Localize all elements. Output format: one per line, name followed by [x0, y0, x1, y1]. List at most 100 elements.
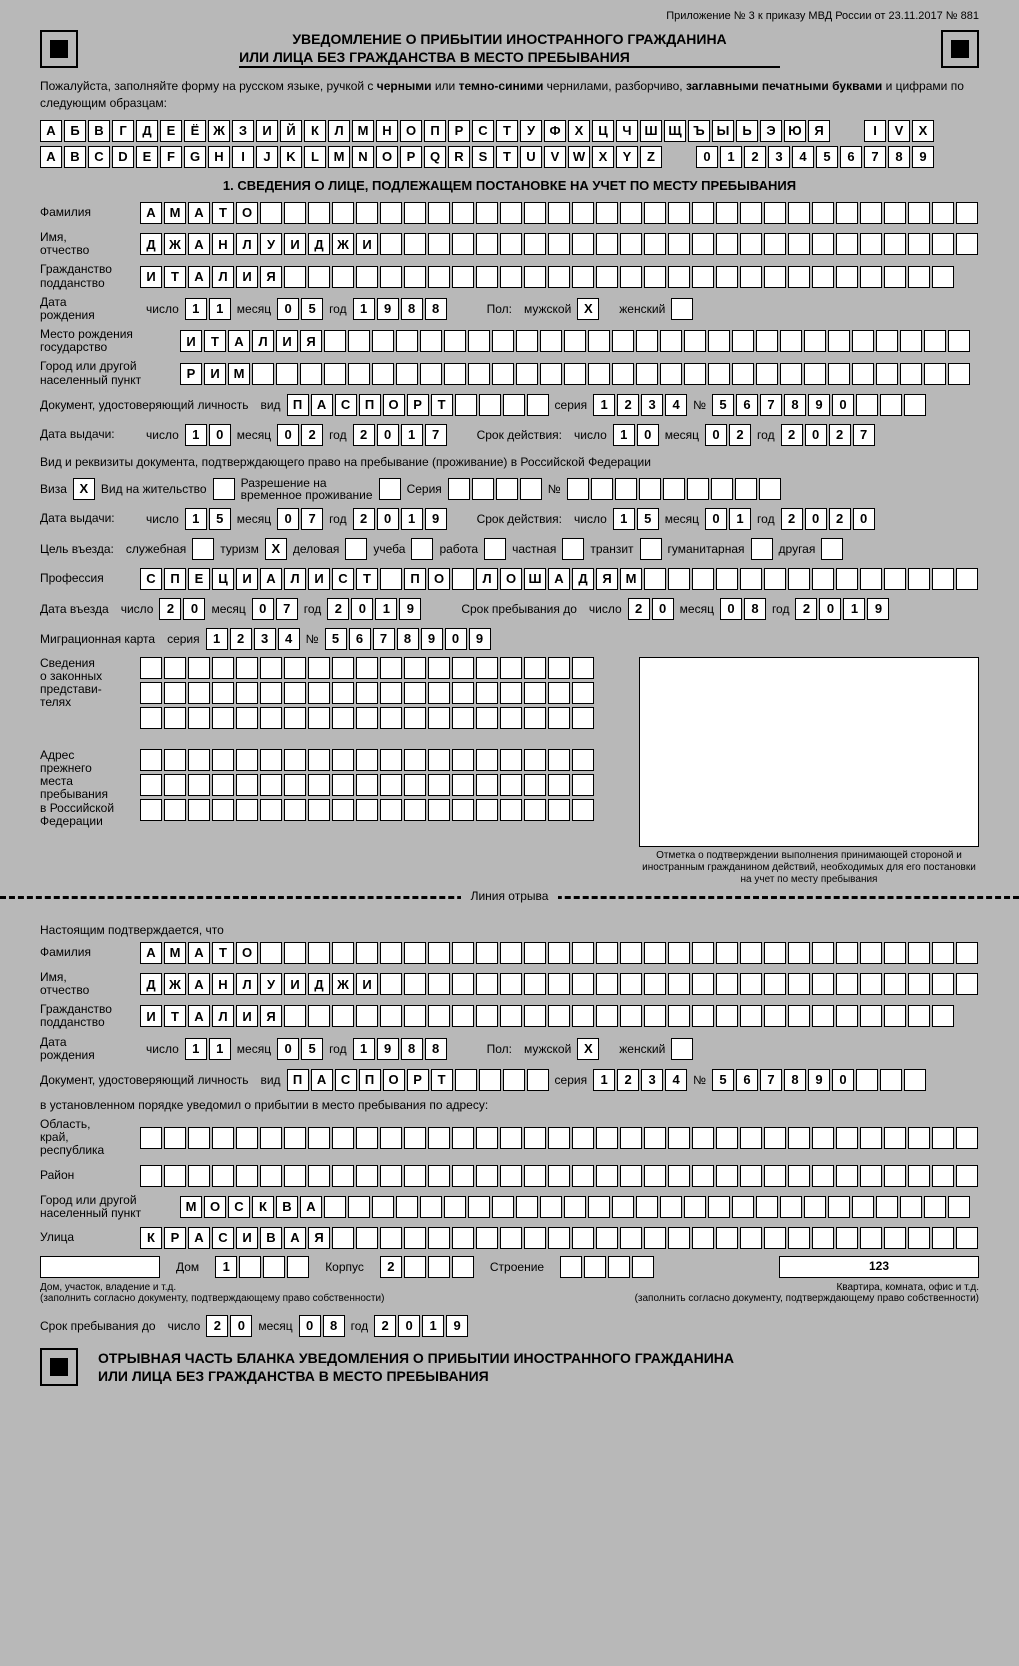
field-citizenship[interactable]: ИТАЛИЯ: [140, 266, 954, 288]
cb-private[interactable]: [562, 538, 584, 560]
field-house[interactable]: 1: [215, 1256, 309, 1278]
field-t-doc-type[interactable]: ПАСПОРТ: [287, 1069, 549, 1091]
label-dob2: Дата рождения: [40, 1036, 140, 1062]
field-valid-month[interactable]: 02: [705, 424, 751, 446]
field-dob-day[interactable]: 11: [185, 298, 231, 320]
field-birth-country[interactable]: ИТАЛИЯ: [180, 330, 970, 352]
label-issue: Дата выдачи:: [40, 428, 140, 441]
label-month: месяц: [237, 302, 271, 316]
checkbox-male2[interactable]: X: [577, 1038, 599, 1060]
checkbox-temp[interactable]: [379, 478, 401, 500]
field-doc-series[interactable]: 1234: [593, 394, 687, 416]
tear-title: ОТРЫВНАЯ ЧАСТЬ БЛАНКА УВЕДОМЛЕНИЯ О ПРИБ…: [78, 1349, 979, 1385]
label-surname: Фамилия: [40, 206, 140, 219]
cb-business[interactable]: [345, 538, 367, 560]
field-reps-3[interactable]: [140, 707, 594, 729]
field-t-doc-series[interactable]: 1234: [593, 1069, 687, 1091]
field-city[interactable]: МОСКВА: [180, 1196, 970, 1218]
label-doctype: вид: [260, 398, 280, 412]
field-entry-y[interactable]: 2019: [327, 598, 421, 620]
field-stay-d[interactable]: 20: [628, 598, 674, 620]
field-dob-year[interactable]: 1988: [353, 298, 447, 320]
label-doctype2: вид: [260, 1073, 280, 1087]
field-res-issue-m[interactable]: 07: [277, 508, 323, 530]
label-street: Улица: [40, 1231, 140, 1244]
field-res-issue-y[interactable]: 2019: [353, 508, 447, 530]
cb-human[interactable]: [751, 538, 773, 560]
field-migr-series[interactable]: 1234: [206, 628, 300, 650]
label-p-work: работа: [439, 542, 478, 556]
field-t-stay-y[interactable]: 2019: [374, 1315, 468, 1337]
cb-work[interactable]: [484, 538, 506, 560]
field-birth-city[interactable]: РИМ: [180, 363, 970, 385]
field-district[interactable]: [140, 1165, 978, 1187]
field-res-valid-y[interactable]: 2020: [781, 508, 875, 530]
field-str[interactable]: [560, 1256, 654, 1278]
field-res-issue-d[interactable]: 15: [185, 508, 231, 530]
label-year: год: [329, 302, 347, 316]
field-t-stay-d[interactable]: 20: [206, 1315, 252, 1337]
field-valid-year[interactable]: 2027: [781, 424, 875, 446]
field-street[interactable]: КРАСИВАЯ: [140, 1227, 978, 1249]
checkbox-female[interactable]: [671, 298, 693, 320]
checkbox-male[interactable]: X: [577, 298, 599, 320]
field-issue-year[interactable]: 2017: [353, 424, 447, 446]
field-plot[interactable]: [40, 1256, 160, 1278]
label-purpose: Цель въезда:: [40, 542, 114, 556]
label-day8: число: [146, 1042, 179, 1056]
checkbox-female2[interactable]: [671, 1038, 693, 1060]
field-t-name[interactable]: ДЖАНЛУИДЖИ: [140, 973, 978, 995]
field-issue-month[interactable]: 02: [277, 424, 323, 446]
label-structure: Строение: [490, 1260, 544, 1274]
label-year4: год: [329, 512, 347, 526]
field-profession[interactable]: СПЕЦИАЛИСТ ПО ЛОШАДЯМ: [140, 568, 978, 590]
field-doc-no[interactable]: 567890: [712, 394, 926, 416]
field-t-doc-no[interactable]: 567890: [712, 1069, 926, 1091]
checkbox-resperm[interactable]: [213, 478, 235, 500]
field-name[interactable]: ДЖАНЛУИДЖИ: [140, 233, 978, 255]
label-birthplace: Место рождения государство: [40, 328, 180, 354]
field-t-dob-y[interactable]: 1988: [353, 1038, 447, 1060]
field-t-stay-m[interactable]: 08: [299, 1315, 345, 1337]
field-res-no[interactable]: [567, 478, 781, 500]
field-stay-y[interactable]: 2019: [795, 598, 889, 620]
label-temp: Разрешение на временное проживание: [241, 477, 373, 501]
cb-official[interactable]: [192, 538, 214, 560]
field-t-dob-m[interactable]: 05: [277, 1038, 323, 1060]
field-res-valid-d[interactable]: 15: [613, 508, 659, 530]
label-male: мужской: [524, 302, 571, 316]
field-res-series[interactable]: [448, 478, 542, 500]
field-region[interactable]: [140, 1127, 978, 1149]
field-dob-month[interactable]: 05: [277, 298, 323, 320]
field-prev-3[interactable]: [140, 799, 594, 821]
label-month7: месяц: [680, 602, 714, 616]
field-valid-day[interactable]: 10: [613, 424, 659, 446]
label-month6: месяц: [211, 602, 245, 616]
cb-tourism[interactable]: X: [265, 538, 287, 560]
cb-transit[interactable]: [640, 538, 662, 560]
field-issue-day[interactable]: 10: [185, 424, 231, 446]
field-res-valid-m[interactable]: 01: [705, 508, 751, 530]
field-reps-1[interactable]: [140, 657, 594, 679]
field-entry-m[interactable]: 07: [252, 598, 298, 620]
field-entry-d[interactable]: 20: [159, 598, 205, 620]
field-t-dob-d[interactable]: 11: [185, 1038, 231, 1060]
field-t-surname[interactable]: АМАТО: [140, 942, 978, 964]
label-visa: Виза: [40, 482, 67, 496]
field-surname[interactable]: АМАТО: [140, 202, 978, 224]
cb-study[interactable]: [411, 538, 433, 560]
field-prev-1[interactable]: [140, 749, 594, 771]
field-t-citiz[interactable]: ИТАЛИЯ: [140, 1005, 954, 1027]
field-stay-m[interactable]: 08: [720, 598, 766, 620]
cb-other[interactable]: [821, 538, 843, 560]
label-doc2: Документ, удостоверяющий личность: [40, 1073, 248, 1087]
field-flat[interactable]: 123: [779, 1256, 979, 1278]
label-birthcity: Город или другой населенный пункт: [40, 360, 180, 386]
field-migr-no[interactable]: 5678909: [325, 628, 491, 650]
field-doc-type[interactable]: ПАСПОРТ: [287, 394, 549, 416]
field-korpus[interactable]: 2: [380, 1256, 474, 1278]
field-reps-2[interactable]: [140, 682, 594, 704]
field-prev-2[interactable]: [140, 774, 594, 796]
label-series: серия: [555, 398, 588, 412]
checkbox-visa[interactable]: X: [73, 478, 95, 500]
